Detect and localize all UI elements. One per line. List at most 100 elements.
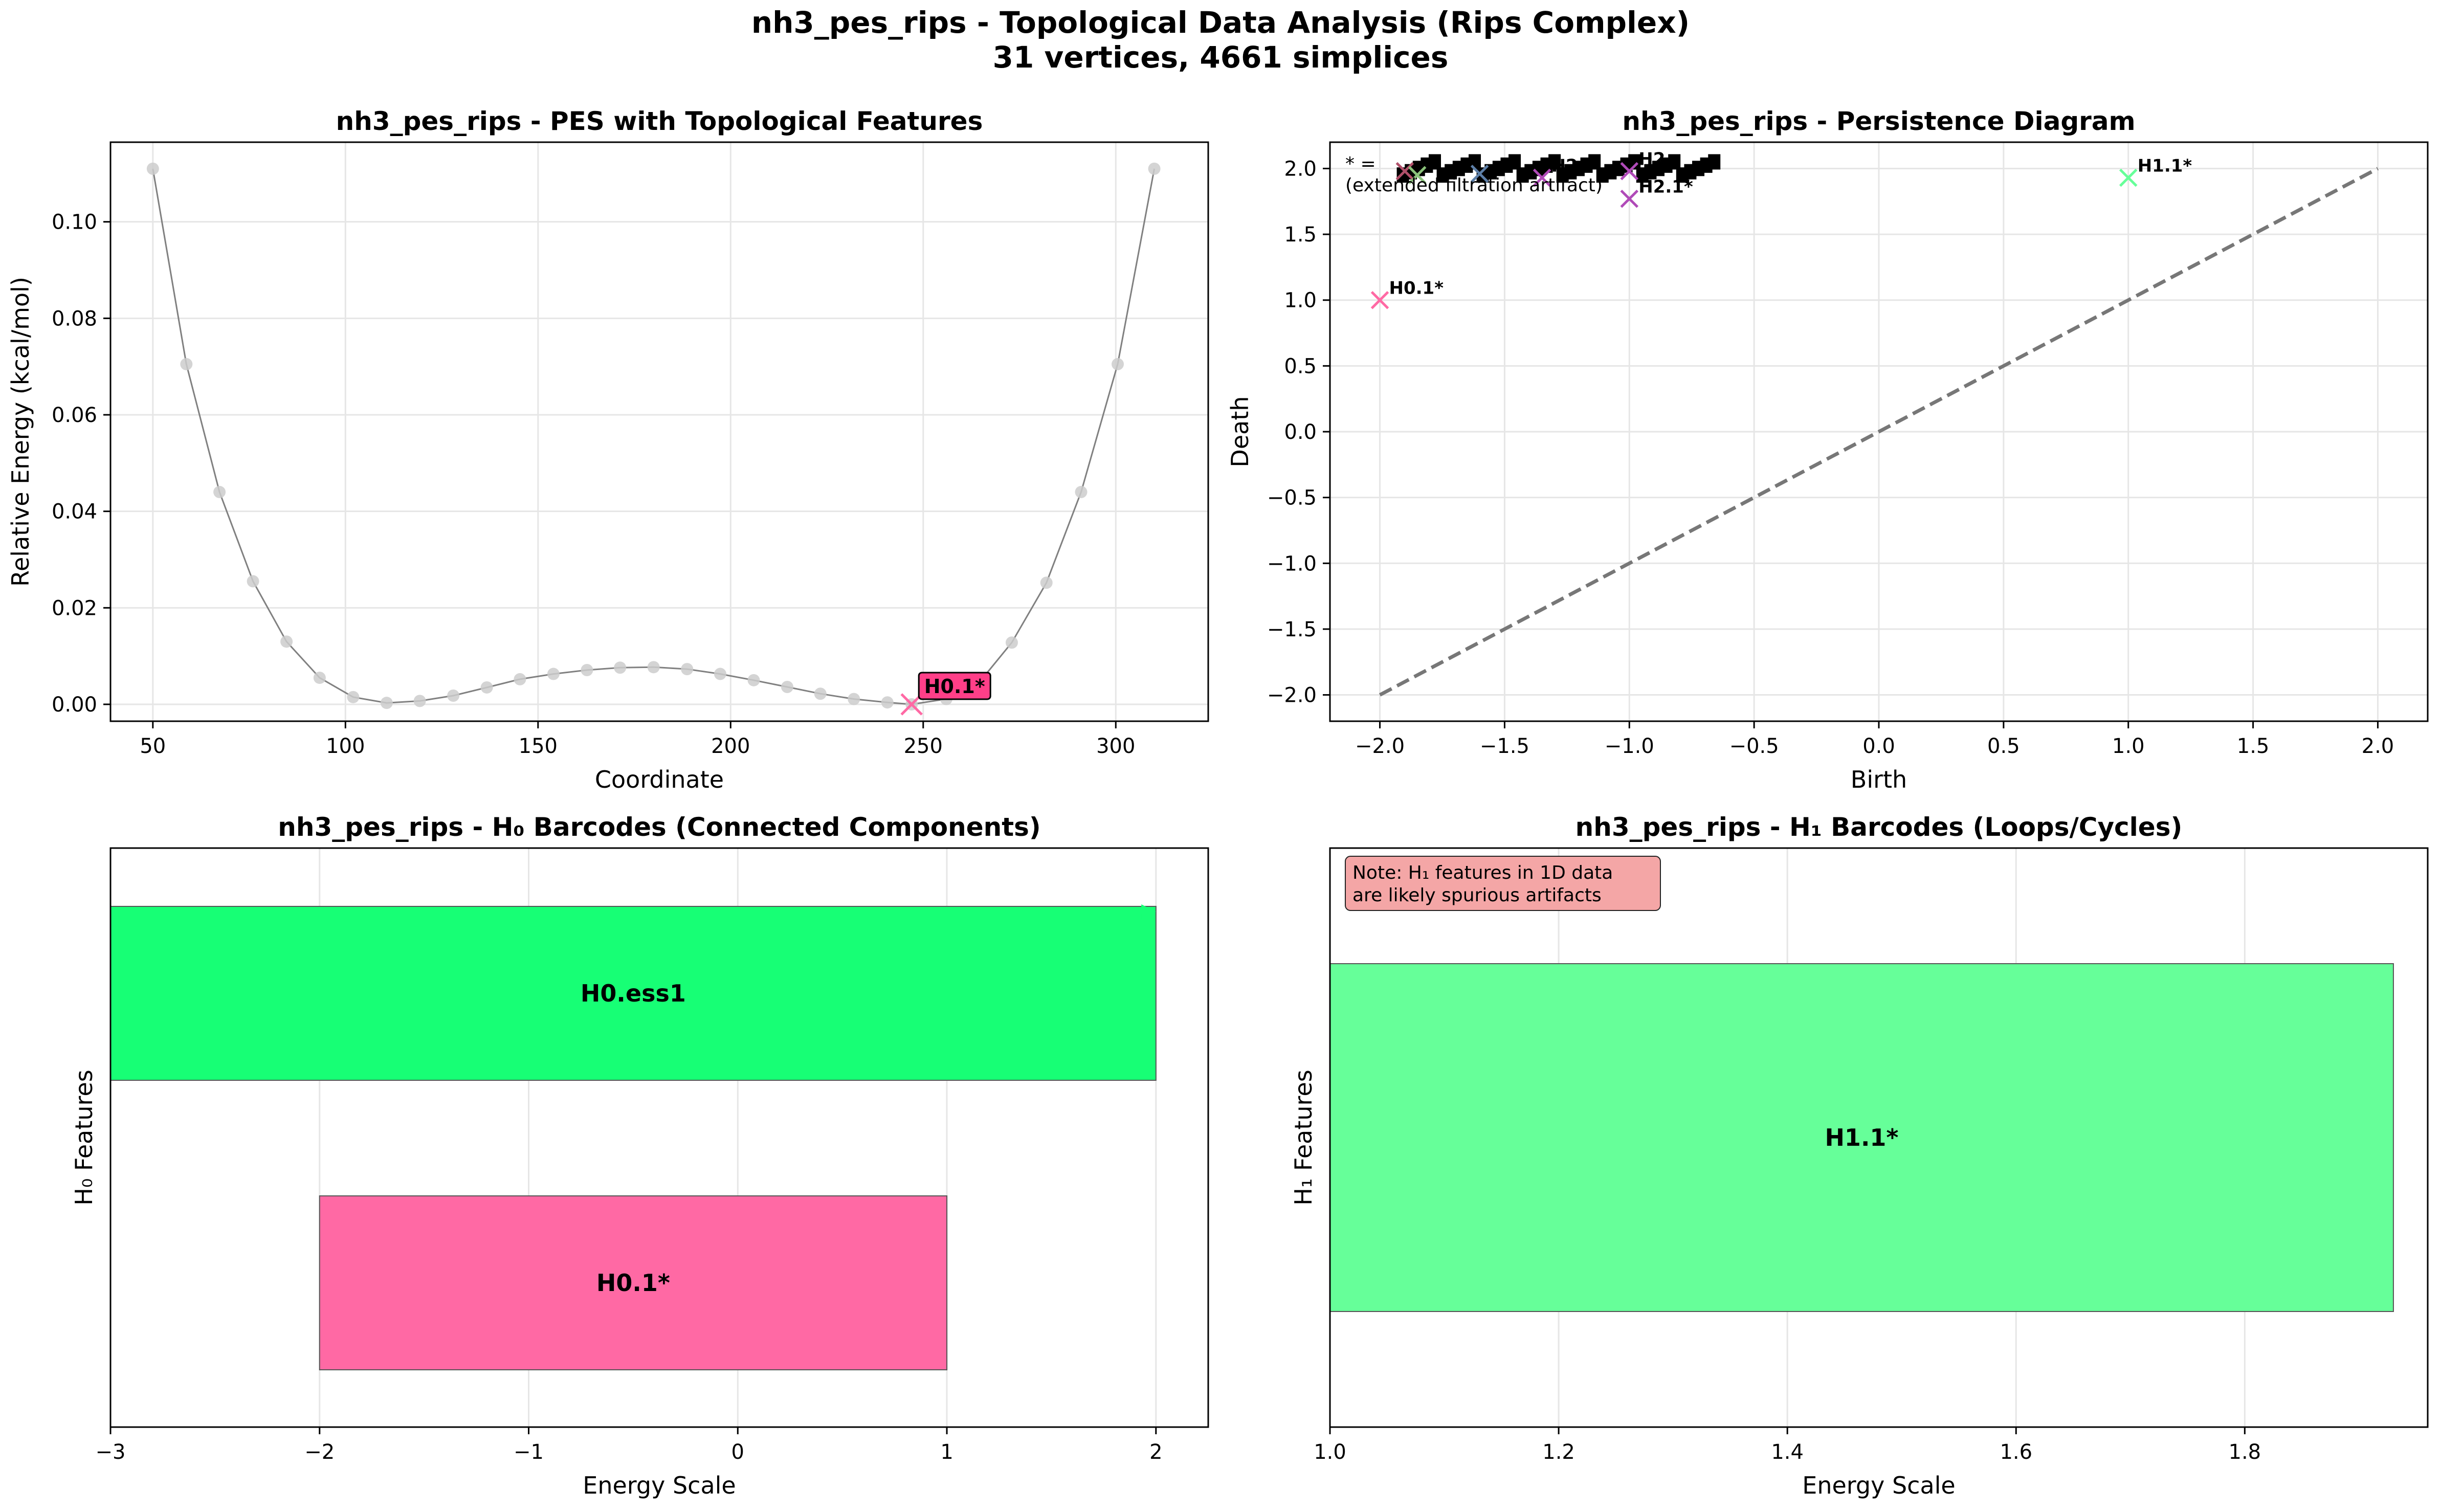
- pes-data-point: [413, 695, 426, 707]
- barcode-label: H0.ess1: [581, 980, 686, 1007]
- annotation-box: [918, 672, 991, 700]
- y-axis-label: H₀ Features: [70, 1070, 98, 1205]
- axes-title: nh3_pes_rips - PES with Topological Feat…: [336, 106, 983, 136]
- x-tick-label: −1.0: [1605, 735, 1654, 758]
- x-tick-label: 0: [731, 1440, 744, 1464]
- y-axis-label: H₁ Features: [1290, 1070, 1317, 1205]
- axes-frame: [1329, 847, 2429, 1428]
- barcode-label: H1.1*: [1825, 1124, 1898, 1151]
- x-axis-label: Coordinate: [595, 766, 724, 793]
- x-tick-label: −1: [514, 1440, 544, 1464]
- persistence-point-label: H1.1*: [2138, 155, 2192, 176]
- barcode-label: H0.1*: [596, 1269, 670, 1297]
- y-tick-label: 0.5: [1284, 354, 1317, 378]
- pes-data-point: [714, 668, 726, 680]
- persistence-point: [1620, 189, 1639, 208]
- note-box: [1345, 856, 1661, 911]
- y-tick-label: 0.08: [52, 307, 97, 330]
- pes-data-point: [581, 664, 593, 677]
- pes-data-point: [1005, 636, 1018, 649]
- y-tick-label: 0.04: [52, 500, 97, 524]
- barcode-bar: [110, 906, 1157, 1081]
- cluster-label-glyph: [1668, 154, 1681, 170]
- x-tick-label: 250: [904, 735, 943, 758]
- x-tick-label: 1.0: [1314, 1440, 1346, 1464]
- persistence-point: [1395, 162, 1414, 181]
- barcode-bar: [1329, 963, 2394, 1312]
- cluster-label-glyph: [1708, 154, 1721, 170]
- pes-curve: [152, 168, 1156, 705]
- pes-data-point: [1075, 485, 1088, 498]
- x-tick-label: −1.5: [1480, 735, 1529, 758]
- y-axis-label: Relative Energy (kcal/mol): [7, 277, 34, 587]
- x-tick-label: 1.2: [1542, 1440, 1575, 1464]
- cluster-label-glyph: [1469, 154, 1481, 170]
- pes-data-point: [781, 681, 793, 694]
- pes-data-point: [881, 696, 894, 709]
- pes-data-point: [848, 693, 860, 705]
- x-tick-label: −0.5: [1729, 735, 1779, 758]
- persistence-point: [1408, 166, 1427, 185]
- persistence-point: [1370, 291, 1389, 309]
- y-tick-label: 0.02: [52, 596, 97, 620]
- axes-title: nh3_pes_rips - Persistence Diagram: [1622, 106, 2135, 136]
- note-line2: are likely spurious artifacts: [1352, 885, 1602, 906]
- pes-data-point: [547, 668, 560, 680]
- annotation-label: H0.1*: [924, 675, 985, 698]
- x-tick-label: 1.4: [1771, 1440, 1804, 1464]
- pes-panel: H0.1* 50 100 150 200 250 300 0.00 0.02 0.04 0.06 0.…: [7, 106, 1209, 793]
- pes-data-point: [747, 674, 760, 686]
- y-tick-label: −0.5: [1267, 486, 1317, 510]
- axes-frame: [109, 847, 1209, 1428]
- pes-data-point: [814, 687, 827, 700]
- figure-title-line2: 31 vertices, 4661 simplices: [992, 40, 1449, 75]
- y-axis-label: Death: [1226, 396, 1254, 467]
- y-tick-label: 1.0: [1284, 289, 1317, 313]
- x-axis-label: Energy Scale: [1802, 1472, 1955, 1499]
- h0-barcode-panel: H0.ess1 H0.1* −3 −2 −1 0 1 2 nh3_pes_rips - H₀ B…: [70, 812, 1209, 1499]
- persistence-point: [1470, 164, 1489, 183]
- pes-data-point: [514, 673, 526, 685]
- persistence-point: [1533, 168, 1551, 187]
- x-tick-label: 1.5: [2237, 735, 2270, 758]
- x-tick-label: 300: [1096, 735, 1135, 758]
- pes-data-point: [313, 672, 326, 684]
- x-tick-label: −3: [96, 1440, 126, 1464]
- y-tick-label: 2.0: [1284, 157, 1317, 181]
- axes-title: nh3_pes_rips - H₀ Barcodes (Connected Co…: [278, 812, 1040, 842]
- x-tick-label: 50: [140, 735, 166, 758]
- pes-data-point: [213, 485, 226, 498]
- x-tick-label: 2: [1149, 1440, 1162, 1464]
- pes-data-point: [180, 358, 193, 370]
- cluster-label-glyph: [1508, 154, 1521, 170]
- x-tick-label: 1: [940, 1440, 953, 1464]
- pes-data-point: [1040, 576, 1053, 589]
- cluster-label-glyph: [1548, 154, 1561, 170]
- figure-title-line1: nh3_pes_rips - Topological Data Analysis…: [751, 5, 1690, 40]
- x-tick-label: 200: [711, 735, 750, 758]
- persistence-point: [2119, 168, 2138, 187]
- y-tick-label: 0.0: [1284, 420, 1317, 444]
- pes-data-point: [1148, 162, 1161, 175]
- x-tick-label: 1.8: [2229, 1440, 2261, 1464]
- pes-data-point: [1112, 358, 1124, 370]
- pes-data-point: [380, 697, 393, 709]
- y-tick-label: −2.0: [1267, 684, 1317, 707]
- x-tick-label: 0.0: [1862, 735, 1895, 758]
- pes-data-point: [247, 575, 259, 588]
- pes-data-point: [280, 635, 293, 648]
- y-tick-label: 0.00: [52, 693, 97, 717]
- x-tick-label: −2: [304, 1440, 335, 1464]
- pes-data-point: [681, 663, 694, 676]
- persistence-diagram-panel: H0.1* H1.1* H2.1* H2. H2. * = (extended filtr…: [1226, 106, 2429, 793]
- x-tick-label: 2.0: [2362, 735, 2394, 758]
- pes-data-point: [647, 661, 660, 674]
- persistence-point-label: H2.: [1551, 155, 1585, 176]
- y-tick-label: 0.10: [52, 211, 97, 234]
- persistence-point: [1620, 162, 1639, 181]
- figure-title: nh3_pes_rips - Topological Data Analysis…: [0, 5, 2441, 75]
- axes-frame: [109, 141, 1209, 722]
- x-tick-label: −2.0: [1355, 735, 1405, 758]
